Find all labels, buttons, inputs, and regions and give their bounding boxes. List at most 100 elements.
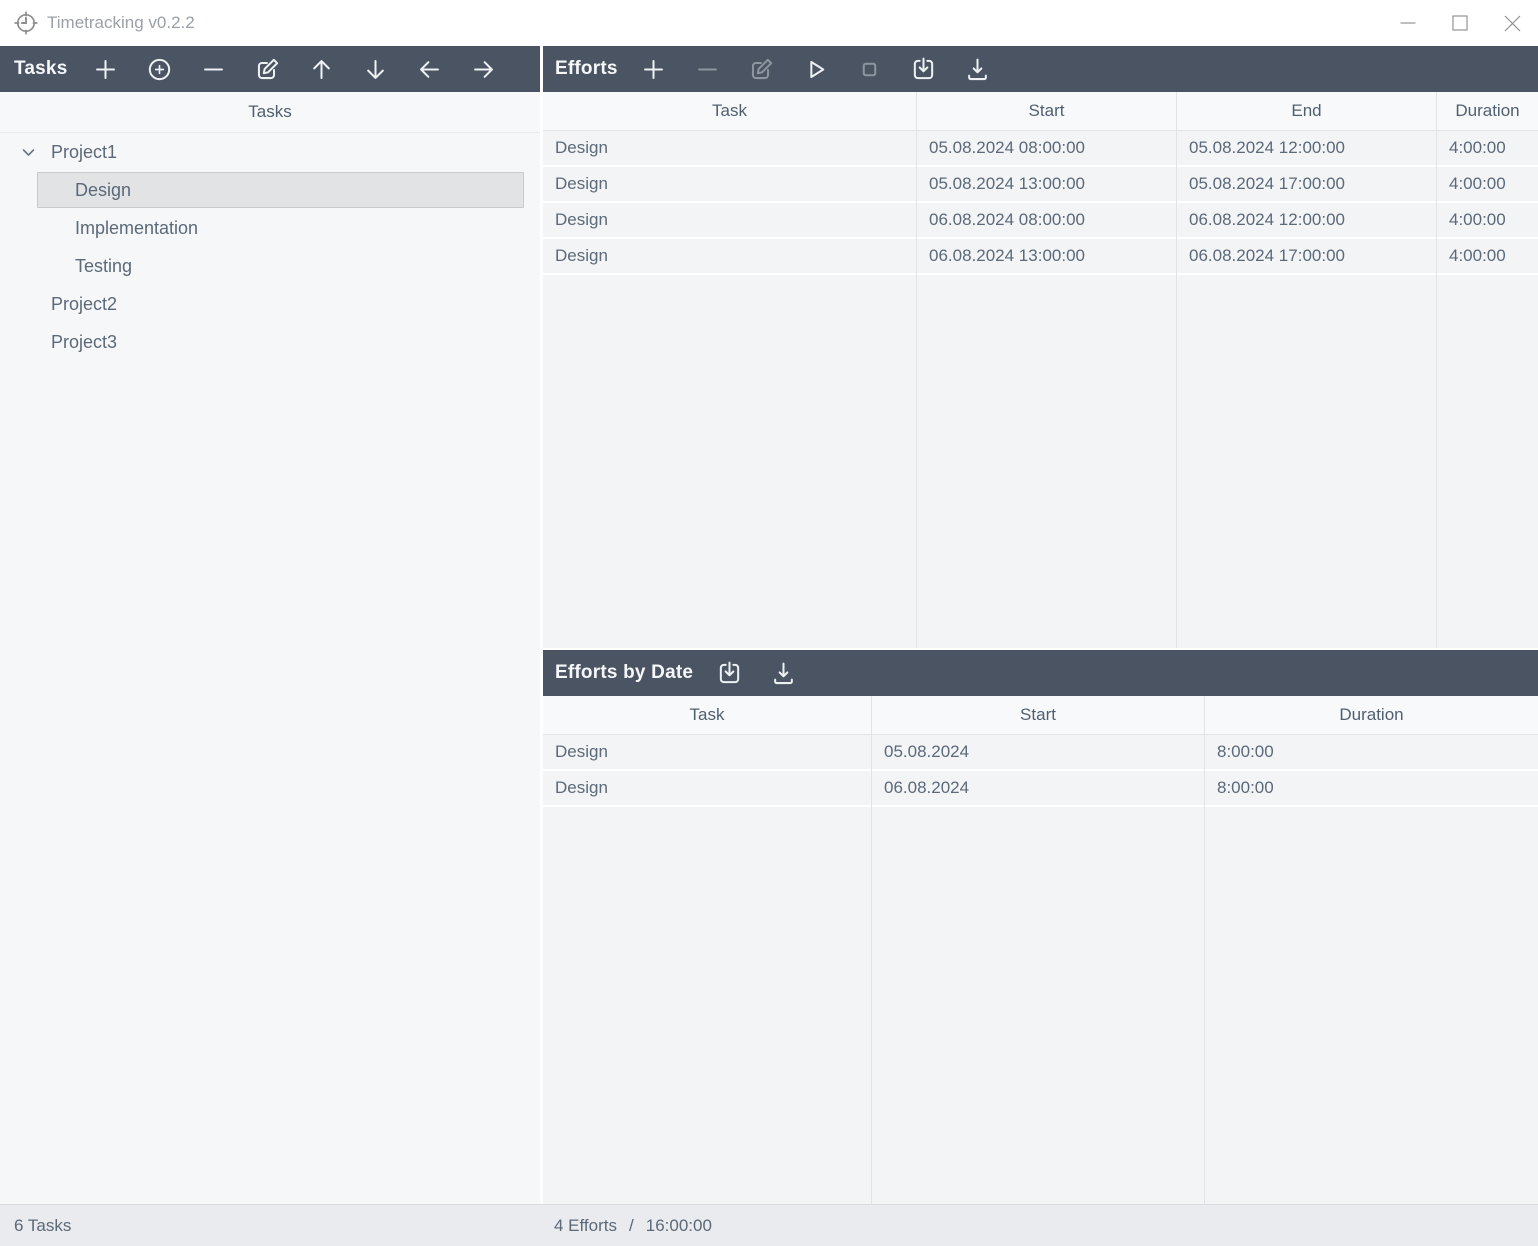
move-left-button[interactable]	[409, 49, 449, 89]
tree-item-label: Implementation	[75, 217, 199, 238]
efforts-table: Task Design Design Design Design Start 05.08.2…	[543, 92, 1538, 648]
cell[interactable]: 06.08.2024 08:00:00	[917, 203, 1176, 239]
cell[interactable]: 4:00:00	[1437, 203, 1538, 239]
play-icon	[810, 60, 825, 78]
cell[interactable]: 4:00:00	[1437, 131, 1538, 167]
cell[interactable]: Design	[543, 203, 916, 239]
move-up-icon	[313, 59, 330, 79]
cell[interactable]: 4:00:00	[1437, 239, 1538, 275]
column-header[interactable]: Start	[917, 92, 1176, 131]
chevron-down-icon	[22, 149, 35, 156]
efforts-by-date-table: Task Design Design Start 05.08.2024 06.08.202…	[543, 696, 1538, 1204]
efforts-by-date-toolbar: Efforts by Date	[543, 650, 1538, 696]
add-button[interactable]	[85, 49, 125, 89]
cell[interactable]: Design	[543, 131, 916, 167]
import-button[interactable]	[904, 49, 944, 89]
selection-highlight	[37, 172, 524, 208]
cell[interactable]: 05.08.2024 13:00:00	[917, 167, 1176, 203]
task-tree-item-testing[interactable]: Testing	[0, 247, 540, 285]
column-header[interactable]: Start	[872, 696, 1204, 735]
close-icon	[1504, 15, 1520, 31]
cell[interactable]: 05.08.2024	[872, 735, 1204, 771]
export-button[interactable]	[958, 49, 998, 89]
task-tree-item-design[interactable]: Design	[0, 171, 540, 209]
cell[interactable]: 4:00:00	[1437, 167, 1538, 203]
cell[interactable]: Design	[543, 771, 871, 807]
edit-button[interactable]	[247, 49, 287, 89]
task-tree-item-project2[interactable]: Project2	[0, 285, 540, 323]
panel-splitter[interactable]	[540, 46, 543, 1204]
title-bar: Timetracking v0.2.2	[0, 0, 1538, 46]
column-header[interactable]: Task	[543, 92, 916, 131]
cell[interactable]: Design	[543, 735, 871, 771]
add-child-button[interactable]	[139, 49, 179, 89]
cell[interactable]: 8:00:00	[1205, 735, 1538, 771]
tasks-toolbar-label: Tasks	[14, 58, 68, 79]
move-right-button[interactable]	[463, 49, 503, 89]
add-button[interactable]	[634, 49, 674, 89]
task-tree-item-implementation[interactable]: Implementation	[0, 209, 540, 247]
tasks-panel: Tasks Tasks Project1 Design Implementation…	[0, 46, 540, 1204]
remove-button[interactable]	[193, 49, 233, 89]
cell[interactable]: 05.08.2024 08:00:00	[917, 131, 1176, 167]
stop-button[interactable]	[850, 49, 890, 89]
minimize-icon	[1400, 22, 1416, 24]
main-area: Tasks Tasks Project1 Design Implementation…	[0, 46, 1538, 1204]
move-down-button[interactable]	[355, 49, 395, 89]
export-button[interactable]	[763, 653, 803, 693]
column-header[interactable]: End	[1177, 92, 1436, 131]
export-icon	[773, 662, 793, 684]
import-icon	[719, 661, 739, 683]
column-duration: Duration 4:00:00 4:00:00 4:00:00 4:00:00	[1437, 92, 1538, 648]
remove-button[interactable]	[688, 49, 728, 89]
column-end: End 05.08.2024 12:00:00 05.08.2024 17:00:0…	[1177, 92, 1437, 648]
caption-buttons	[1382, 0, 1538, 46]
cell[interactable]: 05.08.2024 17:00:00	[1177, 167, 1436, 203]
tree-item-label: Design	[75, 179, 132, 200]
efforts-by-date-toolbar-buttons	[709, 653, 803, 693]
cell[interactable]: 05.08.2024 12:00:00	[1177, 131, 1436, 167]
cell[interactable]: 06.08.2024 13:00:00	[917, 239, 1176, 275]
edit-icon	[752, 58, 773, 79]
tree-item-label: Project2	[51, 293, 118, 314]
cell[interactable]: Design	[543, 239, 916, 275]
cell[interactable]: Design	[543, 167, 916, 203]
column-header[interactable]: Task	[543, 696, 871, 735]
section-splitter[interactable]	[543, 648, 1538, 650]
tasks-toolbar: Tasks	[0, 46, 540, 92]
add-child-icon	[148, 58, 171, 80]
tree-item-label: Testing	[75, 255, 133, 276]
column-task: Task Design Design	[543, 696, 872, 1204]
maximize-icon	[1452, 15, 1468, 31]
close-button[interactable]	[1486, 0, 1538, 46]
task-tree-item-project3[interactable]: Project3	[0, 323, 540, 361]
efforts-toolbar-buttons	[634, 49, 998, 89]
chevron-down-expander[interactable]	[19, 143, 38, 162]
maximize-button[interactable]	[1434, 0, 1486, 46]
import-button[interactable]	[709, 653, 749, 693]
cell[interactable]: 06.08.2024 17:00:00	[1177, 239, 1436, 275]
move-left-icon	[420, 60, 439, 78]
tree-item-label: Project3	[51, 331, 118, 352]
window-title: Timetracking v0.2.2	[47, 13, 195, 32]
task-tree-item-project1[interactable]: Project1	[0, 133, 540, 171]
column-header[interactable]: Duration	[1205, 696, 1538, 735]
tasks-toolbar-buttons	[85, 49, 503, 89]
import-icon	[913, 57, 934, 79]
clock-app-icon	[14, 11, 38, 35]
play-button[interactable]	[796, 49, 836, 89]
minimize-button[interactable]	[1382, 0, 1434, 46]
cell[interactable]: 8:00:00	[1205, 771, 1538, 807]
cell[interactable]: 06.08.2024	[872, 771, 1204, 807]
export-icon	[968, 58, 987, 80]
cell[interactable]: 06.08.2024 12:00:00	[1177, 203, 1436, 239]
move-up-button[interactable]	[301, 49, 341, 89]
column-start: Start 05.08.2024 06.08.2024	[872, 696, 1205, 1204]
remove-icon	[698, 67, 718, 71]
remove-icon	[204, 67, 223, 71]
efforts-summary: 4 Efforts / 16:00:00	[554, 1216, 712, 1236]
efforts-area: Efforts Task Design Design Design Design Star…	[543, 46, 1538, 1204]
column-start: Start 05.08.2024 08:00:00 05.08.2024 13:00…	[917, 92, 1177, 648]
edit-button[interactable]	[742, 49, 782, 89]
column-header[interactable]: Duration	[1437, 92, 1538, 131]
